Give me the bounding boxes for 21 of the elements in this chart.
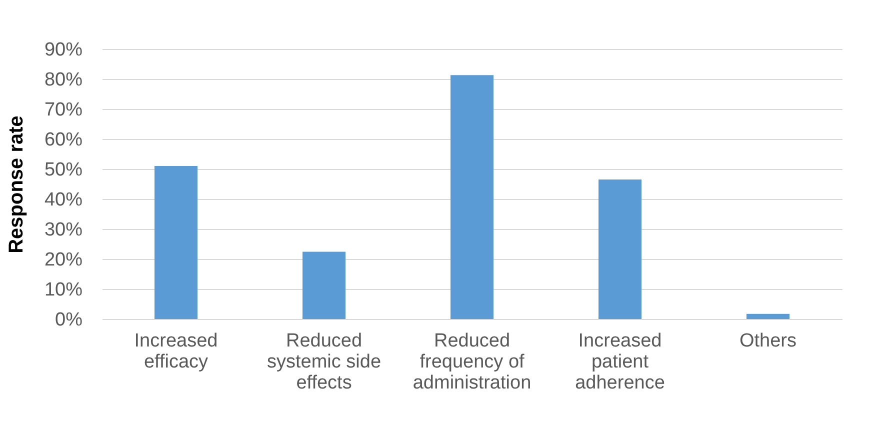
y-tick-label: 70% [44, 100, 83, 120]
y-tick-label: 80% [44, 70, 83, 90]
y-tick-label: 40% [44, 190, 83, 210]
y-tick-label: 30% [44, 220, 83, 240]
y-tick-label: 60% [44, 130, 83, 150]
bar [598, 180, 642, 319]
x-tick-label: Reduced frequency of administration [412, 330, 532, 394]
y-tick-label: 90% [44, 40, 83, 60]
x-tick-label: Reduced systemic side effects [266, 330, 382, 394]
bar [746, 314, 790, 319]
bar [302, 252, 346, 319]
x-tick-label: Increased efficacy [134, 330, 218, 372]
y-tick-label: 10% [44, 280, 83, 300]
bar [154, 166, 198, 319]
y-tick-label: 0% [55, 310, 83, 330]
y-tick-label: 20% [44, 250, 83, 270]
x-tick-label: Others [739, 330, 797, 352]
y-tick-label: 50% [44, 160, 83, 180]
y-axis-title: Response rate [5, 116, 28, 254]
x-tick-label: Increased patient adherence [575, 330, 665, 394]
bar [450, 75, 494, 319]
